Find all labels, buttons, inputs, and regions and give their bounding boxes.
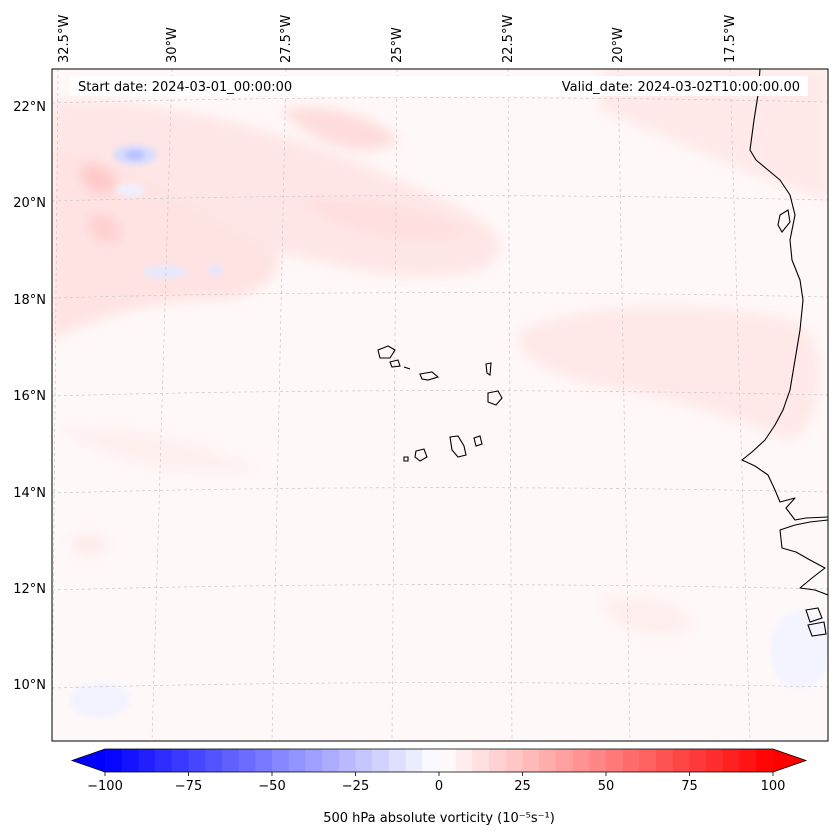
colorbar-cell	[221, 749, 240, 772]
colorbar-cell	[305, 749, 323, 772]
start-date: Start date: 2024-03-01_00:00:00	[78, 80, 292, 95]
lat-label: 22°N	[13, 100, 46, 115]
colorbar-cell	[338, 749, 357, 772]
colorbar-cell	[505, 749, 524, 772]
colorbar-tick-label: −25	[342, 779, 369, 794]
vorticity-field	[52, 69, 828, 741]
lat-label: 16°N	[13, 389, 46, 404]
colorbar-cell	[472, 749, 490, 772]
colorbar-cell	[756, 749, 774, 772]
colorbar-cell	[272, 749, 290, 772]
colorbar-cell	[489, 749, 507, 772]
colorbar-tick-label: 50	[598, 779, 615, 794]
cape-verde-islands	[377, 345, 503, 462]
colorbar-tick-label: −50	[258, 779, 285, 794]
africa-coastline	[741, 69, 828, 521]
colorbar-cells	[105, 749, 774, 772]
latitude-labels: 22°N 20°N 18°N 16°N 14°N 12°N 10°N	[13, 100, 46, 693]
lat-label: 18°N	[13, 293, 46, 308]
lon-label: 32.5°W	[57, 15, 72, 63]
colorbar-ticks: −100 −75 −50 −25 0 25 50 75 100	[87, 772, 785, 794]
positive-vorticity-patches	[52, 69, 828, 634]
lat-label: 20°N	[13, 196, 46, 211]
colorbar-cell	[439, 749, 457, 772]
colorbar-cell	[422, 749, 440, 772]
colorbar-tick-label: 25	[514, 779, 531, 794]
colorbar-cell	[706, 749, 724, 772]
colorbar-cell	[539, 749, 557, 772]
colorbar-cell	[722, 749, 741, 772]
colorbar-cell	[188, 749, 206, 772]
colorbar-cell	[606, 749, 624, 772]
lon-label: 22.5°W	[501, 15, 516, 63]
colorbar-cell	[405, 749, 423, 772]
colorbar-cell	[455, 749, 473, 772]
colorbar-cell	[121, 749, 139, 772]
header-strip	[70, 76, 808, 96]
colorbar-cell	[639, 749, 657, 772]
colorbar-tick-label: 100	[761, 779, 786, 794]
colorbar-cell	[589, 749, 607, 772]
colorbar-tick-label: −75	[175, 779, 202, 794]
valid-date: Valid_date: 2024-03-02T10:00:00.00	[562, 80, 800, 95]
longitude-labels: 32.5°W 30°W 27.5°W 25°W 22.5°W 20°W 17.5…	[57, 15, 738, 63]
africa-coastline-south	[779, 519, 828, 596]
colorbar-extend-low	[72, 749, 105, 772]
colorbar-cell	[288, 749, 306, 772]
colorbar-cell	[522, 749, 540, 772]
colorbar-cell	[555, 749, 574, 772]
colorbar-tick-label: 75	[681, 779, 698, 794]
colorbar-cell	[656, 749, 674, 772]
lat-label: 14°N	[13, 486, 46, 501]
colorbar-cell	[672, 749, 691, 772]
colorbar-cell	[572, 749, 590, 772]
lat-label: 10°N	[13, 678, 46, 693]
colorbar-cell	[105, 749, 123, 772]
colorbar-cell	[689, 749, 707, 772]
lon-label: 20°W	[611, 27, 626, 63]
lon-label: 27.5°W	[279, 15, 294, 63]
colorbar-cell	[322, 749, 340, 772]
colorbar-tick-label: −100	[87, 779, 123, 794]
lon-label: 25°W	[390, 27, 405, 63]
colorbar-cell	[372, 749, 390, 772]
graticule	[52, 69, 828, 741]
colorbar-cell	[388, 749, 407, 772]
lon-label: 30°W	[165, 27, 180, 63]
lat-label: 12°N	[13, 582, 46, 597]
lon-label: 17.5°W	[723, 15, 738, 63]
colorbar-cell	[138, 749, 156, 772]
negative-vorticity-patches	[70, 145, 828, 718]
colorbar-tick-label: 0	[435, 779, 443, 794]
colorbar: −100 −75 −50 −25 0 25 50 75 100 500 hPa absolute…	[70, 748, 808, 826]
colorbar-cell	[255, 749, 273, 772]
colorbar-cell	[171, 749, 190, 772]
map-frame	[51, 68, 829, 742]
colorbar-cell	[205, 749, 223, 772]
colorbar-cell	[355, 749, 373, 772]
colorbar-label: 500 hPa absolute vorticity (10⁻⁵s⁻¹)	[323, 811, 555, 826]
colorbar-extend-high	[773, 749, 806, 772]
colorbar-cell	[238, 749, 256, 772]
colorbar-cell	[622, 749, 640, 772]
colorbar-cell	[155, 749, 173, 772]
colorbar-cell	[739, 749, 757, 772]
